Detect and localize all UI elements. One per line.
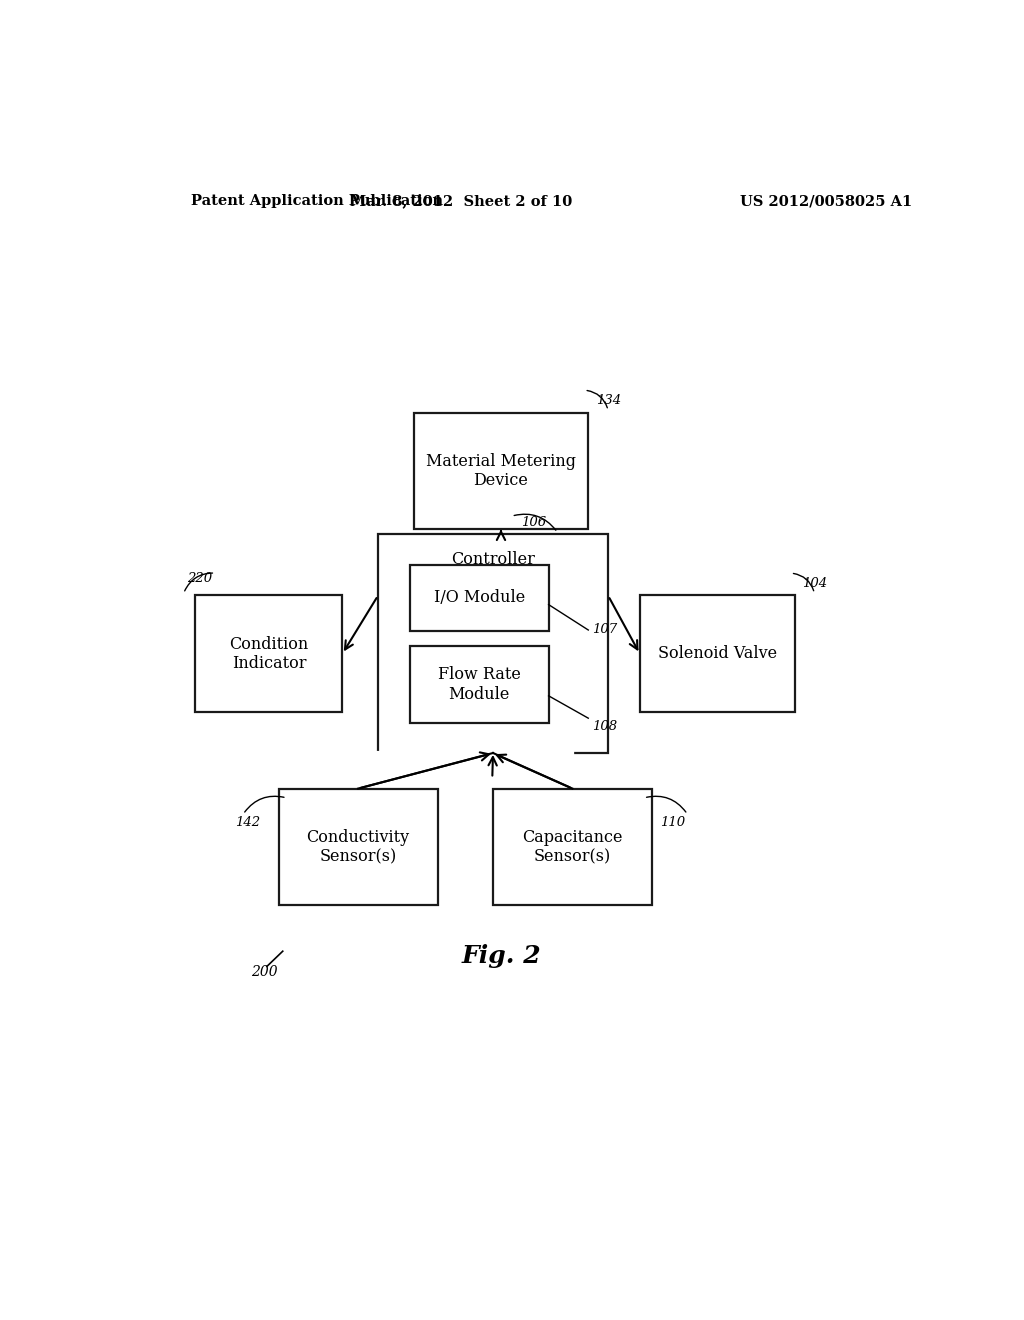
Bar xyxy=(279,788,437,906)
Text: Conductivity
Sensor(s): Conductivity Sensor(s) xyxy=(306,829,410,866)
Text: Condition
Indicator: Condition Indicator xyxy=(229,636,308,672)
Text: 107: 107 xyxy=(592,623,617,636)
Text: Fig. 2: Fig. 2 xyxy=(461,944,541,969)
Text: 110: 110 xyxy=(659,817,685,829)
Text: 106: 106 xyxy=(520,516,546,529)
Text: 108: 108 xyxy=(592,719,617,733)
Text: Patent Application Publication: Patent Application Publication xyxy=(191,194,443,209)
Bar xyxy=(410,565,549,631)
Bar xyxy=(410,647,549,722)
Bar xyxy=(378,535,608,752)
Bar xyxy=(640,595,795,713)
Text: US 2012/0058025 A1: US 2012/0058025 A1 xyxy=(740,194,912,209)
Text: I/O Module: I/O Module xyxy=(433,590,524,606)
Text: 200: 200 xyxy=(251,965,278,978)
Bar xyxy=(196,595,342,713)
Text: Solenoid Valve: Solenoid Valve xyxy=(657,645,777,663)
Text: Material Metering
Device: Material Metering Device xyxy=(426,453,575,490)
Bar xyxy=(414,413,588,529)
Text: 104: 104 xyxy=(803,577,827,590)
Bar xyxy=(494,788,652,906)
Text: 142: 142 xyxy=(236,817,260,829)
Text: Controller: Controller xyxy=(452,552,535,569)
Text: 220: 220 xyxy=(187,573,213,585)
Text: Capacitance
Sensor(s): Capacitance Sensor(s) xyxy=(522,829,623,866)
Text: 134: 134 xyxy=(596,395,622,408)
Text: Flow Rate
Module: Flow Rate Module xyxy=(437,667,520,702)
Text: Mar. 8, 2012  Sheet 2 of 10: Mar. 8, 2012 Sheet 2 of 10 xyxy=(350,194,572,209)
